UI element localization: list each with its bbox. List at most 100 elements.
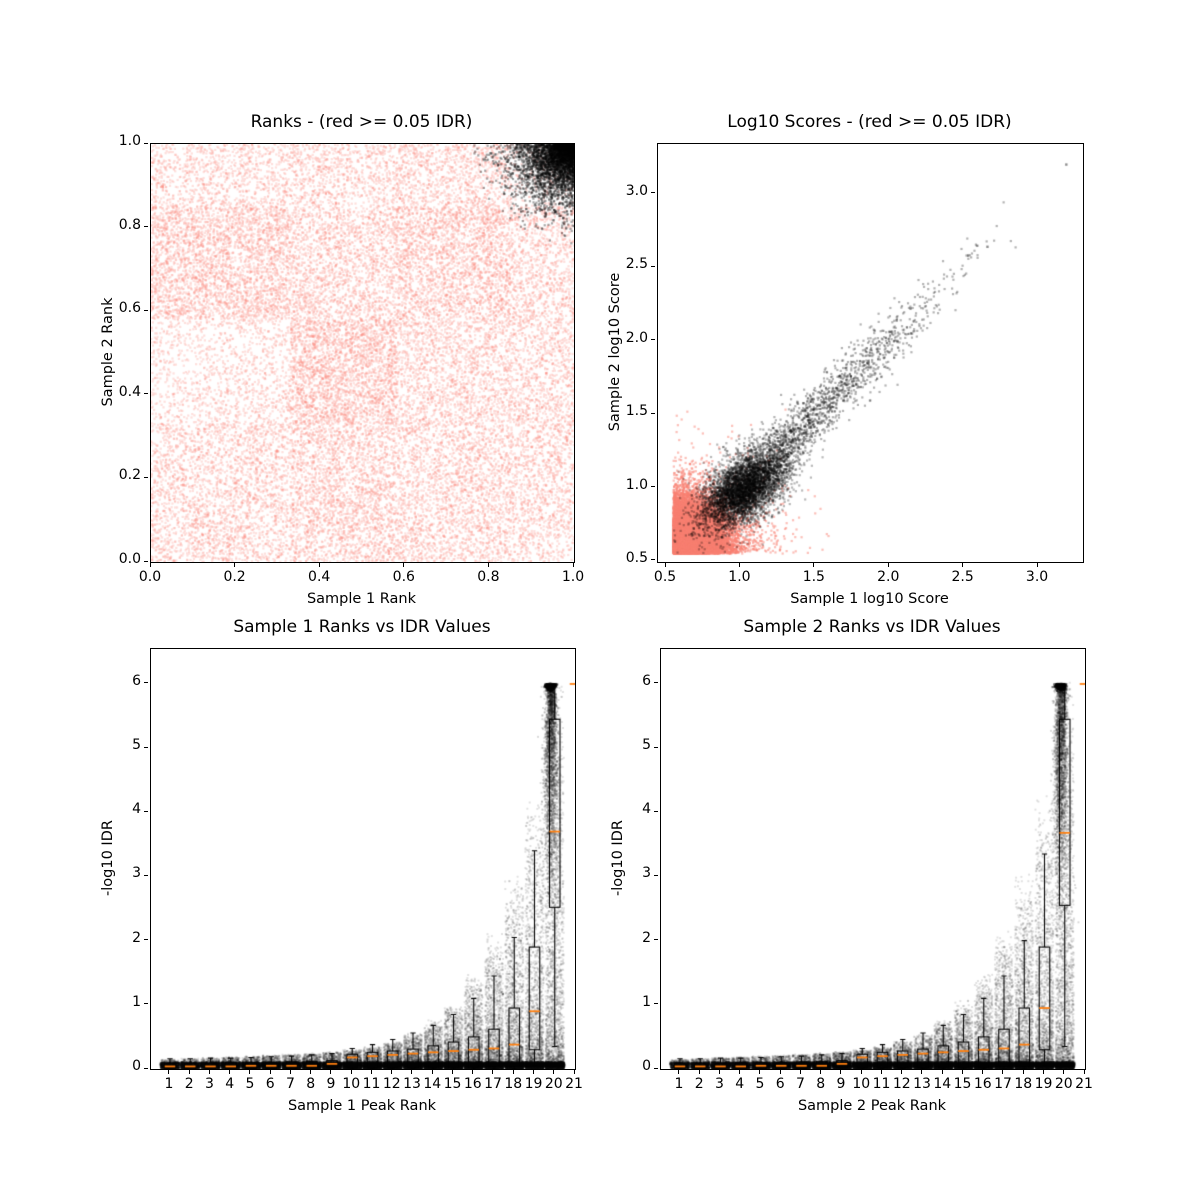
y-tick-mark — [651, 486, 655, 488]
x-tick-label: 0.5 — [653, 569, 677, 585]
x-tick-mark — [249, 1070, 251, 1074]
x-tick-label: 0.4 — [308, 569, 331, 585]
x-tick-mark — [229, 1070, 231, 1074]
y-tick-mark — [144, 746, 148, 748]
y-tick-label: 4 — [642, 801, 651, 818]
y-tick-label: 0.6 — [118, 300, 141, 317]
x-tick-mark — [553, 1070, 555, 1074]
x-tick-mark — [269, 1070, 271, 1074]
y-tick-mark — [651, 265, 655, 267]
plot-title: Sample 2 Ranks vs IDR Values — [743, 617, 1001, 637]
x-tick-mark — [512, 1070, 514, 1074]
x-tick-label: 2 — [184, 1076, 194, 1092]
x-tick-label: 16 — [463, 1076, 482, 1092]
x-tick-label: 2 — [694, 1076, 704, 1092]
x-tick-mark — [168, 1070, 170, 1074]
x-tick-label: 15 — [443, 1076, 462, 1092]
x-tick-mark — [451, 1070, 453, 1074]
y-tick-label: 5 — [642, 737, 651, 754]
x-tick-label: 1 — [164, 1076, 174, 1092]
x-tick-mark — [738, 563, 740, 567]
x-tick-mark — [350, 1070, 352, 1074]
y-tick-label: 2 — [642, 929, 651, 946]
x-tick-mark — [779, 1070, 781, 1074]
y-tick-mark — [654, 1003, 658, 1005]
x-tick-mark — [698, 1070, 700, 1074]
x-tick-label: 12 — [382, 1076, 401, 1092]
x-tick-label: 3 — [715, 1076, 724, 1092]
x-tick-mark — [840, 1070, 842, 1074]
x-tick-mark — [1083, 1070, 1085, 1074]
x-tick-mark — [572, 563, 574, 567]
x-tick-label: 3.0 — [1025, 569, 1049, 585]
x-tick-label: 16 — [973, 1076, 992, 1092]
axes-frame — [150, 143, 575, 563]
x-tick-mark — [472, 1070, 474, 1074]
x-tick-label: 18 — [504, 1076, 523, 1092]
y-tick-mark — [144, 1067, 148, 1069]
x-tick-label: 17 — [484, 1076, 502, 1092]
x-tick-label: 1.0 — [561, 569, 585, 585]
x-tick-mark — [961, 1070, 963, 1074]
x-tick-label: 21 — [565, 1076, 583, 1092]
x-tick-label: 0.6 — [392, 569, 415, 585]
y-tick-label: 3.0 — [625, 182, 648, 199]
x-tick-label: 0.2 — [223, 569, 246, 585]
x-tick-mark — [411, 1070, 413, 1074]
x-tick-mark — [370, 1070, 372, 1074]
y-axis-label: -log10 IDR — [100, 820, 116, 896]
y-tick-mark — [654, 874, 658, 876]
x-axis-label: Sample 1 Rank — [306, 591, 417, 607]
x-tick-label: 15 — [953, 1076, 972, 1092]
y-tick-label: 1.0 — [625, 476, 648, 493]
axes-frame — [660, 648, 1086, 1070]
x-tick-mark — [887, 563, 889, 567]
y-tick-label: 6 — [132, 672, 141, 689]
x-tick-label: 3 — [205, 1076, 214, 1092]
x-tick-label: 10 — [852, 1076, 871, 1092]
x-tick-mark — [1063, 1070, 1065, 1074]
x-tick-mark — [759, 1070, 761, 1074]
x-tick-label: 2.5 — [951, 569, 974, 585]
x-tick-mark — [318, 563, 320, 567]
x-tick-label: 11 — [362, 1076, 381, 1092]
y-tick-mark — [144, 226, 148, 228]
y-tick-label: 1.5 — [625, 403, 648, 420]
x-tick-mark — [860, 1070, 862, 1074]
x-tick-mark — [739, 1070, 741, 1074]
x-tick-mark — [391, 1070, 393, 1074]
x-tick-label: 7 — [286, 1076, 295, 1092]
x-tick-label: 10 — [342, 1076, 361, 1092]
plot-title: Log10 Scores - (red >= 0.05 IDR) — [727, 112, 1012, 132]
y-tick-label: 2 — [132, 929, 141, 946]
y-tick-mark — [144, 1003, 148, 1005]
x-tick-mark — [921, 1070, 923, 1074]
sample1-rank-idr-canvas — [151, 649, 575, 1069]
y-tick-label: 0.8 — [118, 216, 141, 233]
y-tick-mark — [651, 559, 655, 561]
y-tick-label: 4 — [132, 801, 141, 818]
subplot-log10-scores-scatter: Log10 Scores - (red >= 0.05 IDR) Sample … — [607, 112, 1084, 607]
x-tick-mark — [403, 563, 405, 567]
x-tick-label: 0.0 — [138, 569, 162, 585]
subplot-sample1-rank-vs-idr: Sample 1 Ranks vs IDR Values Sample 1 Pe… — [100, 617, 583, 1114]
x-tick-label: 14 — [423, 1076, 442, 1092]
x-tick-mark — [487, 563, 489, 567]
y-tick-label: 3 — [132, 865, 141, 882]
x-tick-mark — [532, 1070, 534, 1074]
y-tick-mark — [144, 142, 148, 144]
x-tick-label: 5 — [245, 1076, 255, 1092]
axes-frame — [657, 143, 1084, 563]
x-tick-label: 12 — [892, 1076, 911, 1092]
y-tick-mark — [651, 192, 655, 194]
y-tick-label: 1.0 — [118, 133, 141, 149]
x-tick-label: 6 — [265, 1076, 275, 1092]
x-tick-label: 19 — [524, 1076, 543, 1092]
y-tick-label: 5 — [132, 737, 141, 754]
x-tick-label: 4 — [225, 1076, 235, 1092]
x-tick-label: 13 — [913, 1076, 931, 1092]
x-tick-mark — [1042, 1070, 1044, 1074]
x-tick-mark — [573, 1070, 575, 1074]
y-tick-mark — [144, 810, 148, 812]
